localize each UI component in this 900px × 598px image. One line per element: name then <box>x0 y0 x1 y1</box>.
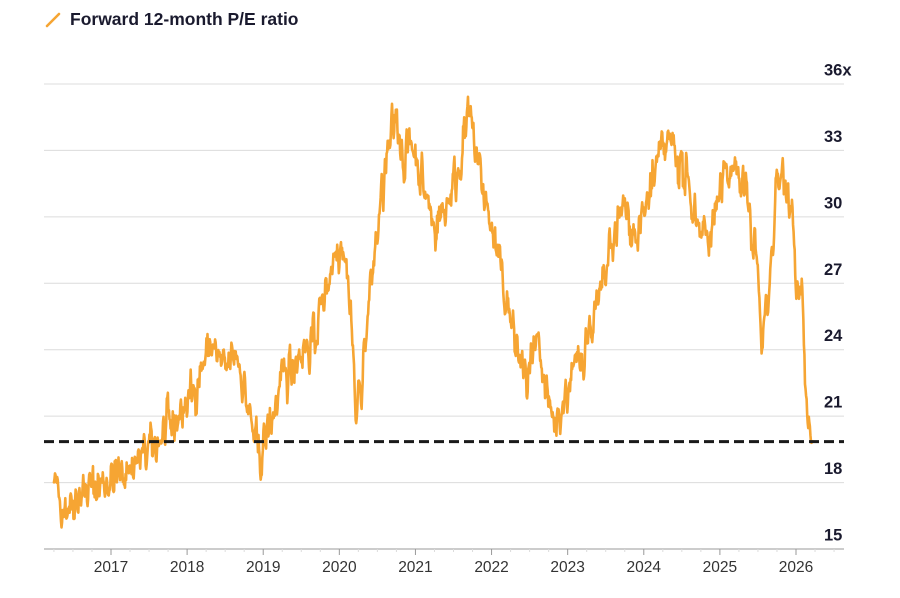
svg-text:2019: 2019 <box>246 559 280 576</box>
svg-text:18: 18 <box>824 460 842 478</box>
svg-text:2020: 2020 <box>322 559 357 576</box>
svg-text:2025: 2025 <box>703 559 737 576</box>
svg-text:2022: 2022 <box>474 559 508 576</box>
svg-text:36x: 36x <box>824 62 852 80</box>
svg-text:15: 15 <box>824 527 842 545</box>
svg-text:2018: 2018 <box>170 559 204 576</box>
svg-text:2024: 2024 <box>627 559 662 576</box>
svg-text:30: 30 <box>824 194 842 212</box>
svg-text:21: 21 <box>824 394 842 412</box>
svg-text:2026: 2026 <box>779 559 813 576</box>
svg-text:27: 27 <box>824 261 842 279</box>
svg-text:2021: 2021 <box>398 559 432 576</box>
svg-text:24: 24 <box>824 327 843 345</box>
svg-text:33: 33 <box>824 128 842 146</box>
svg-text:2017: 2017 <box>94 559 128 576</box>
svg-text:2023: 2023 <box>550 559 584 576</box>
